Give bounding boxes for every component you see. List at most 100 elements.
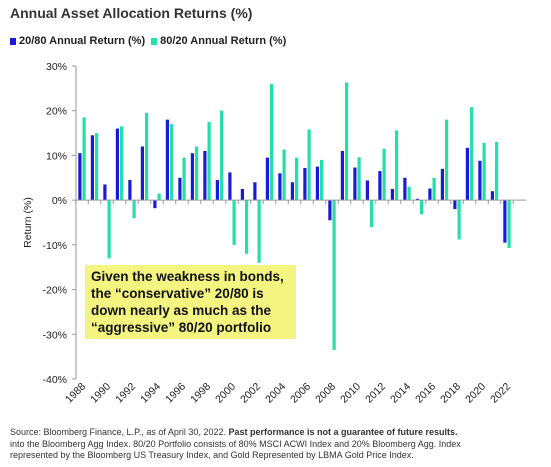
bar-20-80: [253, 182, 257, 201]
bar-80-20: [370, 200, 374, 227]
bar-80-20: [495, 142, 499, 201]
bar-20-80: [465, 147, 469, 201]
bar-80-20: [507, 200, 511, 248]
x-tick-label: 2006: [288, 381, 313, 406]
bar-20-80: [315, 166, 319, 201]
footnote-line-1: Source: Bloomberg Finance, L.P., as of A…: [10, 427, 461, 439]
legend-swatch-80-20: [151, 37, 158, 45]
bar-20-80: [328, 200, 332, 221]
callout-line-4: “aggressive” 80/20 portfolio: [91, 320, 272, 335]
bar-80-20: [270, 83, 274, 201]
chart-title: Annual Asset Allocation Returns (%): [10, 5, 253, 21]
bar-80-20: [245, 200, 249, 254]
bar-20-80: [140, 146, 144, 201]
bar-80-20: [382, 148, 386, 201]
bar-80-20: [132, 200, 136, 219]
bar-80-20: [95, 133, 99, 201]
bar-80-20: [257, 200, 261, 263]
bar-20-80: [228, 172, 232, 201]
bar-20-80: [153, 200, 157, 209]
bar-80-20: [432, 177, 436, 201]
bar-80-20: [407, 186, 411, 201]
bar-80-20: [182, 157, 186, 201]
x-tick-label: 2018: [438, 381, 463, 406]
y-tick-label: 10%: [46, 150, 67, 162]
callout-line-2: the “conservative” 20/80 is: [91, 286, 264, 301]
bar-20-80: [265, 157, 269, 201]
bar-20-80: [240, 188, 244, 201]
bar-80-20: [457, 200, 461, 240]
bar-80-20: [157, 193, 161, 201]
callout-line-1: Given the weakness in bonds,: [91, 269, 284, 284]
legend-swatch-20-80: [10, 37, 16, 45]
bar-80-20: [345, 82, 349, 201]
callout-line-3: down nearly as much as the: [91, 303, 272, 318]
bar-80-20: [332, 200, 336, 350]
legend-label-20-80: 20/80 Annual Return (%): [19, 35, 146, 47]
bar-80-20: [282, 149, 286, 201]
bar-20-80: [178, 177, 182, 201]
bar-20-80: [290, 182, 294, 201]
y-axis-label: Return (%): [22, 197, 34, 248]
bar-20-80: [103, 184, 107, 201]
legend-label-80-20: 80/20 Annual Return (%): [160, 35, 287, 47]
bar-20-80: [215, 180, 219, 201]
bar-20-80: [190, 153, 194, 201]
bar-20-80: [415, 198, 419, 201]
x-tick-label: 2022: [488, 381, 513, 406]
x-tick-label: 2010: [338, 381, 363, 406]
x-tick-label: 2008: [313, 381, 338, 406]
bar-80-20: [307, 129, 311, 201]
legend-item-80-20: 80/20 Annual Return (%): [151, 35, 286, 47]
x-tick-label: 1998: [188, 381, 213, 406]
bar-20-80: [390, 188, 394, 201]
legend-item-20-80: 20/80 Annual Return (%): [10, 35, 145, 47]
bar-20-80: [478, 160, 482, 201]
bar-20-80: [353, 167, 357, 201]
bar-80-20: [170, 124, 174, 201]
bar-20-80: [128, 180, 132, 201]
y-tick-label: -40%: [42, 374, 67, 386]
footnote-line-3: represented by the Bloomberg US Treasury…: [10, 450, 414, 460]
bar-80-20: [295, 157, 299, 201]
bar-80-20: [320, 159, 324, 201]
bar-80-20: [395, 130, 399, 201]
bar-80-20: [82, 117, 86, 201]
bar-20-80: [165, 119, 169, 201]
footnote-disclaimer: Past performance is not a guarantee of f…: [228, 427, 458, 437]
y-tick-label: 0%: [52, 195, 67, 207]
bar-20-80: [378, 171, 382, 201]
y-tick-label: -10%: [42, 240, 67, 252]
x-tick-label: 1996: [163, 381, 188, 406]
chart-legend: 20/80 Annual Return (%) 80/20 Annual Ret…: [10, 35, 292, 47]
source-footnote: Source: Bloomberg Finance, L.P., as of A…: [10, 427, 461, 462]
bar-20-80: [403, 177, 407, 201]
x-tick-label: 1990: [88, 381, 113, 406]
bar-20-80: [115, 128, 119, 201]
x-tick-label: 2000: [213, 381, 238, 406]
y-tick-label: 20%: [46, 106, 67, 118]
bar-80-20: [107, 200, 111, 259]
bar-20-80: [340, 150, 344, 201]
bar-20-80: [278, 173, 282, 201]
bar-20-80: [503, 200, 507, 243]
bar-20-80: [490, 191, 494, 201]
bar-80-20: [120, 126, 124, 201]
bar-80-20: [195, 146, 199, 201]
bar-20-80: [365, 180, 369, 201]
x-tick-label: 2020: [463, 381, 488, 406]
x-tick-label: 2014: [388, 381, 413, 406]
bar-20-80: [78, 153, 82, 201]
footnote-line-2: into the Bloomberg Agg Index. 80/20 Port…: [10, 438, 461, 449]
callout-annotation: Given the weakness in bonds, the “conser…: [85, 265, 296, 339]
x-tick-label: 1992: [113, 381, 138, 406]
x-tick-label: 2012: [363, 381, 388, 406]
bar-20-80: [303, 167, 307, 201]
y-tick-label: -20%: [42, 285, 67, 297]
bar-20-80: [203, 150, 207, 201]
footnote-source: Source: Bloomberg Finance, L.P., as of A…: [10, 427, 229, 437]
bar-80-20: [207, 121, 211, 201]
x-tick-label: 2002: [238, 381, 263, 406]
x-tick-label: 1994: [138, 381, 163, 406]
